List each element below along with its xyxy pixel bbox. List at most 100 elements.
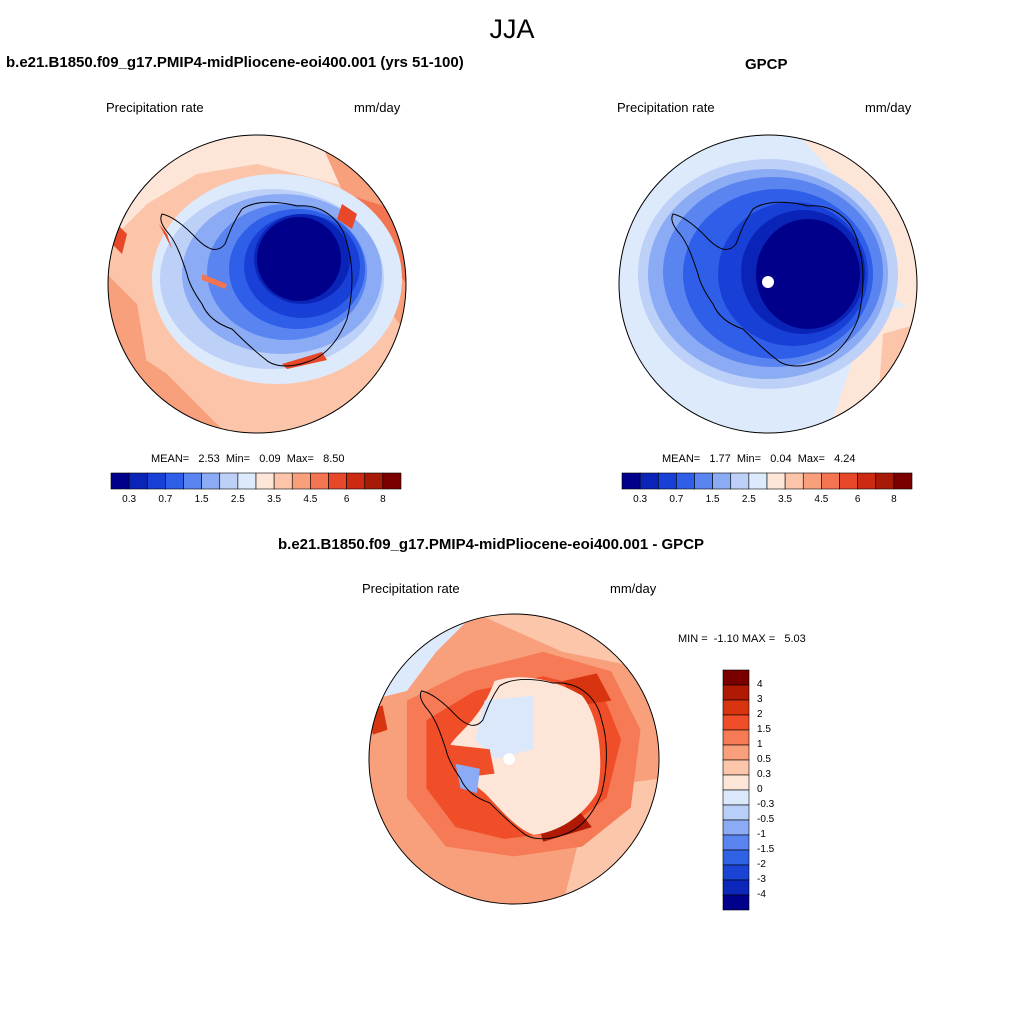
left-colorbar-swatch xyxy=(255,472,275,490)
right-colorbar-ticks: 0.3 0.7 1.5 2.5 3.5 4.5 6 8 xyxy=(622,494,912,508)
left-variable-label: Precipitation rate xyxy=(106,100,204,115)
diff-colorbar-tick-label: 1 xyxy=(757,739,763,750)
right-colorbar-swatch xyxy=(766,472,786,490)
diff-colorbar-tick-label: 2 xyxy=(757,709,763,720)
right-colorbar-swatch xyxy=(784,472,804,490)
diff-colorbar-swatch xyxy=(722,759,750,776)
diff-colorbar-tick-label: 4 xyxy=(757,679,763,690)
diff-colorbar-swatch xyxy=(722,834,750,851)
figure-title: JJA xyxy=(489,14,535,44)
right-colorbar-tick-label: 6 xyxy=(854,494,861,505)
diff-colorbar-swatch xyxy=(722,699,750,716)
diff-colorbar-swatch xyxy=(722,729,750,746)
diff-colorbar-tick-label: 0 xyxy=(757,784,763,795)
diff-colorbar-swatch xyxy=(722,864,750,881)
right-colorbar-swatch xyxy=(802,472,822,490)
right-colorbar xyxy=(621,472,913,490)
left-colorbar-swatch xyxy=(165,472,184,490)
left-colorbar-swatch xyxy=(328,472,347,490)
left-colorbar-tick-label: 0.3 xyxy=(122,494,137,505)
right-panel-title: GPCP xyxy=(745,56,788,73)
left-colorbar-swatch xyxy=(364,472,384,490)
diff-variable-label: Precipitation rate xyxy=(362,581,460,596)
left-colorbar-tick-label: 1.5 xyxy=(194,494,209,505)
left-panel-title: b.e21.B1850.f09_g17.PMIP4-midPliocene-eo… xyxy=(6,54,464,71)
right-colorbar-tick-label: 2.5 xyxy=(741,494,756,505)
right-colorbar-tick-label: 3.5 xyxy=(778,494,793,505)
diff-colorbar-tick-label: 1.5 xyxy=(757,724,771,735)
left-colorbar-swatch xyxy=(128,472,148,490)
right-colorbar-tick-label: 0.3 xyxy=(633,494,648,505)
left-colorbar-swatch xyxy=(310,472,329,490)
diff-colorbar-tick-label: 3 xyxy=(757,694,763,705)
left-precip-map xyxy=(107,134,407,434)
right-colorbar-swatch xyxy=(676,472,695,490)
diff-colorbar-tick-label: 0.3 xyxy=(757,769,771,780)
right-colorbar-swatch xyxy=(857,472,877,490)
right-precip-map xyxy=(618,134,918,434)
diff-colorbar-swatch xyxy=(722,894,750,911)
left-colorbar-tick-label: 6 xyxy=(343,494,350,505)
right-colorbar-swatch xyxy=(712,472,732,490)
right-colorbar-swatch xyxy=(839,472,858,490)
diff-colorbar-swatch xyxy=(722,744,750,761)
left-colorbar-tick-label: 3.5 xyxy=(267,494,282,505)
right-colorbar-swatch xyxy=(657,472,677,490)
left-stats: MEAN= 2.53 Min= 0.09 Max= 8.50 xyxy=(151,453,345,465)
diff-precip-map xyxy=(368,613,660,905)
left-units-label: mm/day xyxy=(354,100,401,115)
right-variable-label: Precipitation rate xyxy=(617,100,715,115)
diff-colorbar-tick-label: -2 xyxy=(757,859,766,870)
left-colorbar-tick-label: 0.7 xyxy=(158,494,173,505)
diff-colorbar-swatch xyxy=(722,684,750,701)
left-colorbar-swatch xyxy=(346,472,366,490)
left-colorbar-tick-label: 8 xyxy=(380,494,386,505)
diff-colorbar-tick-label: -1.5 xyxy=(757,844,775,855)
left-colorbar-swatch xyxy=(146,472,166,490)
left-colorbar-swatch xyxy=(219,472,239,490)
right-colorbar-swatch xyxy=(875,472,895,490)
diff-stats: MIN = -1.10 MAX = 5.03 xyxy=(678,633,806,645)
right-colorbar-swatch xyxy=(639,472,659,490)
diff-colorbar-tick-label: -0.5 xyxy=(757,814,775,825)
right-units-label: mm/day xyxy=(865,100,912,115)
right-colorbar-swatch xyxy=(694,472,713,490)
right-colorbar-tick-label: 8 xyxy=(891,494,897,505)
diff-colorbar-tick-label: -3 xyxy=(757,874,766,885)
left-colorbar-swatch xyxy=(183,472,202,490)
diff-colorbar-swatch xyxy=(722,849,750,866)
right-colorbar-swatch xyxy=(730,472,750,490)
right-colorbar-tick-label: 4.5 xyxy=(814,494,829,505)
left-colorbar-ticks: 0.3 0.7 1.5 2.5 3.5 4.5 6 8 xyxy=(111,494,401,508)
diff-colorbar-tick-label: -0.3 xyxy=(757,799,775,810)
diff-colorbar-swatch xyxy=(722,879,750,896)
diff-colorbar-swatch xyxy=(722,789,750,806)
diff-units-label: mm/day xyxy=(610,581,657,596)
right-colorbar-swatch xyxy=(821,472,840,490)
right-colorbar-swatch xyxy=(621,472,641,490)
right-stats: MEAN= 1.77 Min= 0.04 Max= 4.24 xyxy=(662,453,856,465)
diff-colorbar-tick-label: -1 xyxy=(757,829,766,840)
right-colorbar-tick-label: 0.7 xyxy=(669,494,684,505)
diff-colorbar-swatch xyxy=(722,669,750,686)
left-colorbar-swatch xyxy=(273,472,293,490)
right-colorbar-tick-label: 1.5 xyxy=(705,494,720,505)
diff-colorbar-swatch xyxy=(722,714,750,731)
diff-colorbar-swatch xyxy=(722,804,750,821)
left-colorbar xyxy=(110,472,402,490)
diff-colorbar-tick-label: -4 xyxy=(757,889,766,900)
left-colorbar-swatch xyxy=(110,472,130,490)
right-colorbar-swatch xyxy=(748,472,768,490)
right-colorbar-swatch xyxy=(893,472,913,490)
left-colorbar-swatch xyxy=(237,472,257,490)
left-colorbar-tick-label: 4.5 xyxy=(303,494,318,505)
left-colorbar-swatch xyxy=(201,472,221,490)
left-colorbar-tick-label: 2.5 xyxy=(230,494,245,505)
left-colorbar-swatch xyxy=(382,472,402,490)
diff-colorbar-ticks: 4 3 2 1.5 1 0.5 0.3 0 -0.3 -0.5 -1 -1.5 -2 -3 -4 xyxy=(757,670,797,910)
diff-panel-title: b.e21.B1850.f09_g17.PMIP4-midPliocene-eo… xyxy=(278,536,705,553)
left-colorbar-swatch xyxy=(291,472,311,490)
diff-colorbar xyxy=(722,669,750,911)
diff-colorbar-swatch xyxy=(722,819,750,836)
diff-colorbar-tick-label: 0.5 xyxy=(757,754,771,765)
